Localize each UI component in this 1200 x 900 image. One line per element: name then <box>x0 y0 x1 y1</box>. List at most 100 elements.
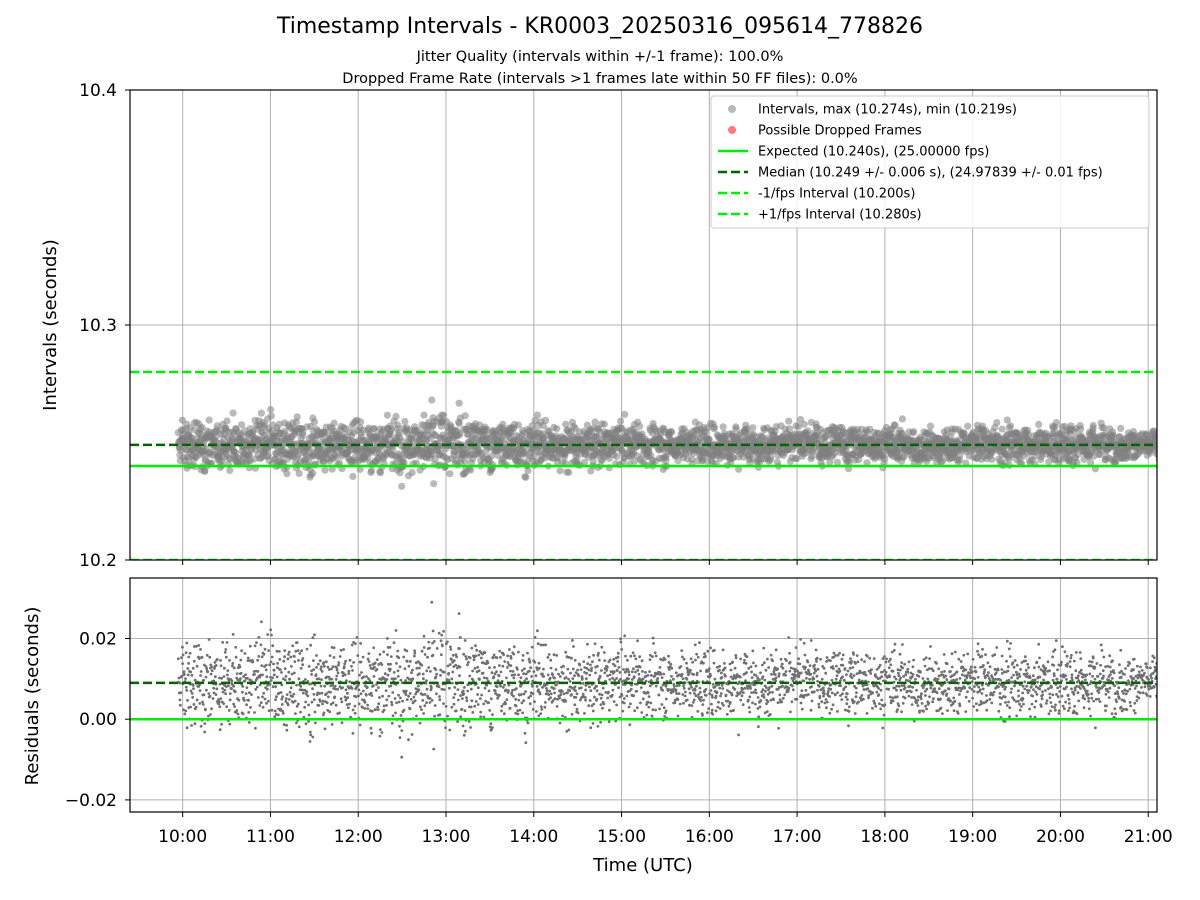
residual-point <box>263 697 267 701</box>
residual-point <box>224 685 228 688</box>
residual-point <box>181 653 185 657</box>
interval-point <box>499 420 507 428</box>
residual-point <box>383 672 387 676</box>
residual-point <box>533 660 537 664</box>
residual-point <box>522 692 526 696</box>
residual-point <box>345 679 348 683</box>
interval-point <box>310 418 319 426</box>
residual-point <box>681 677 685 681</box>
interval-point <box>1077 425 1085 433</box>
residual-point <box>345 703 349 706</box>
residual-point <box>288 690 292 694</box>
residual-point <box>307 703 310 707</box>
residual-point <box>570 693 573 697</box>
residual-point <box>434 675 438 679</box>
residual-point <box>589 689 593 693</box>
residual-point <box>322 664 326 668</box>
residual-point <box>183 712 187 716</box>
residual-point <box>676 714 680 718</box>
residual-point <box>535 685 539 688</box>
residual-point <box>504 688 508 692</box>
residual-point <box>210 665 214 669</box>
residual-point <box>611 688 615 692</box>
residual-point <box>337 663 340 667</box>
residual-point <box>654 708 657 712</box>
residual-point <box>602 702 606 706</box>
residual-point <box>309 643 313 647</box>
residual-point <box>469 687 473 691</box>
residual-point <box>398 665 402 669</box>
residual-point <box>312 668 316 671</box>
residual-point <box>269 675 272 679</box>
residual-point <box>428 646 431 650</box>
residual-point <box>313 710 317 714</box>
residual-point <box>536 629 539 633</box>
residual-point <box>448 728 452 732</box>
residual-point <box>452 702 456 706</box>
interval-point <box>926 422 935 430</box>
residual-point <box>231 633 235 636</box>
interval-point <box>330 419 338 427</box>
intervals-y-tick-label: 10.2 <box>79 551 117 571</box>
residual-point <box>561 714 564 718</box>
residual-point <box>251 660 255 664</box>
interval-point <box>514 421 523 429</box>
residual-point <box>484 699 488 703</box>
residual-point <box>499 670 503 674</box>
residual-point <box>264 663 268 667</box>
residual-point <box>605 668 609 672</box>
residual-point <box>288 677 292 681</box>
residual-point <box>209 663 213 667</box>
residual-point <box>245 686 249 689</box>
residual-point <box>366 707 370 710</box>
residual-point <box>439 653 443 657</box>
residual-point <box>257 655 261 658</box>
residual-point <box>271 676 274 680</box>
residual-point <box>462 652 466 656</box>
residual-point <box>323 684 327 688</box>
interval-point <box>988 455 996 463</box>
residual-point <box>319 684 323 688</box>
residual-point <box>526 721 530 725</box>
residual-point <box>420 708 423 711</box>
residual-point <box>647 695 651 698</box>
interval-point <box>305 458 313 466</box>
residual-point <box>612 670 616 674</box>
residual-point <box>428 701 432 704</box>
residual-point <box>191 696 195 699</box>
residual-point <box>501 664 505 668</box>
residual-point <box>573 674 576 678</box>
residual-point <box>627 677 630 681</box>
residual-point <box>217 702 221 706</box>
residual-point <box>375 668 379 671</box>
residual-point <box>449 645 452 649</box>
residual-point <box>309 733 313 737</box>
residual-point <box>591 709 595 713</box>
residual-point <box>567 656 571 659</box>
residual-point <box>596 724 600 728</box>
residual-point <box>404 679 407 682</box>
residual-point <box>382 650 386 654</box>
residual-point <box>695 684 698 688</box>
residual-point <box>410 733 414 736</box>
residual-point <box>404 693 408 696</box>
residual-point <box>523 667 526 671</box>
residual-point <box>438 713 442 717</box>
residual-point <box>376 708 380 711</box>
residual-point <box>497 664 501 667</box>
residual-point <box>594 671 597 675</box>
legend-dropped-marker <box>728 126 736 134</box>
residual-point <box>515 687 518 690</box>
residual-point <box>584 688 587 692</box>
residual-point <box>241 712 245 716</box>
residual-point <box>587 655 591 659</box>
interval-point <box>400 459 408 467</box>
residual-point <box>293 655 296 658</box>
residual-point <box>493 689 497 693</box>
residual-point <box>281 712 285 715</box>
interval-point <box>401 417 409 426</box>
residual-point <box>596 664 599 668</box>
residual-point <box>254 688 258 691</box>
residual-point <box>222 666 226 670</box>
legend: Intervals, max (10.274s), min (10.219s) … <box>710 95 1150 229</box>
